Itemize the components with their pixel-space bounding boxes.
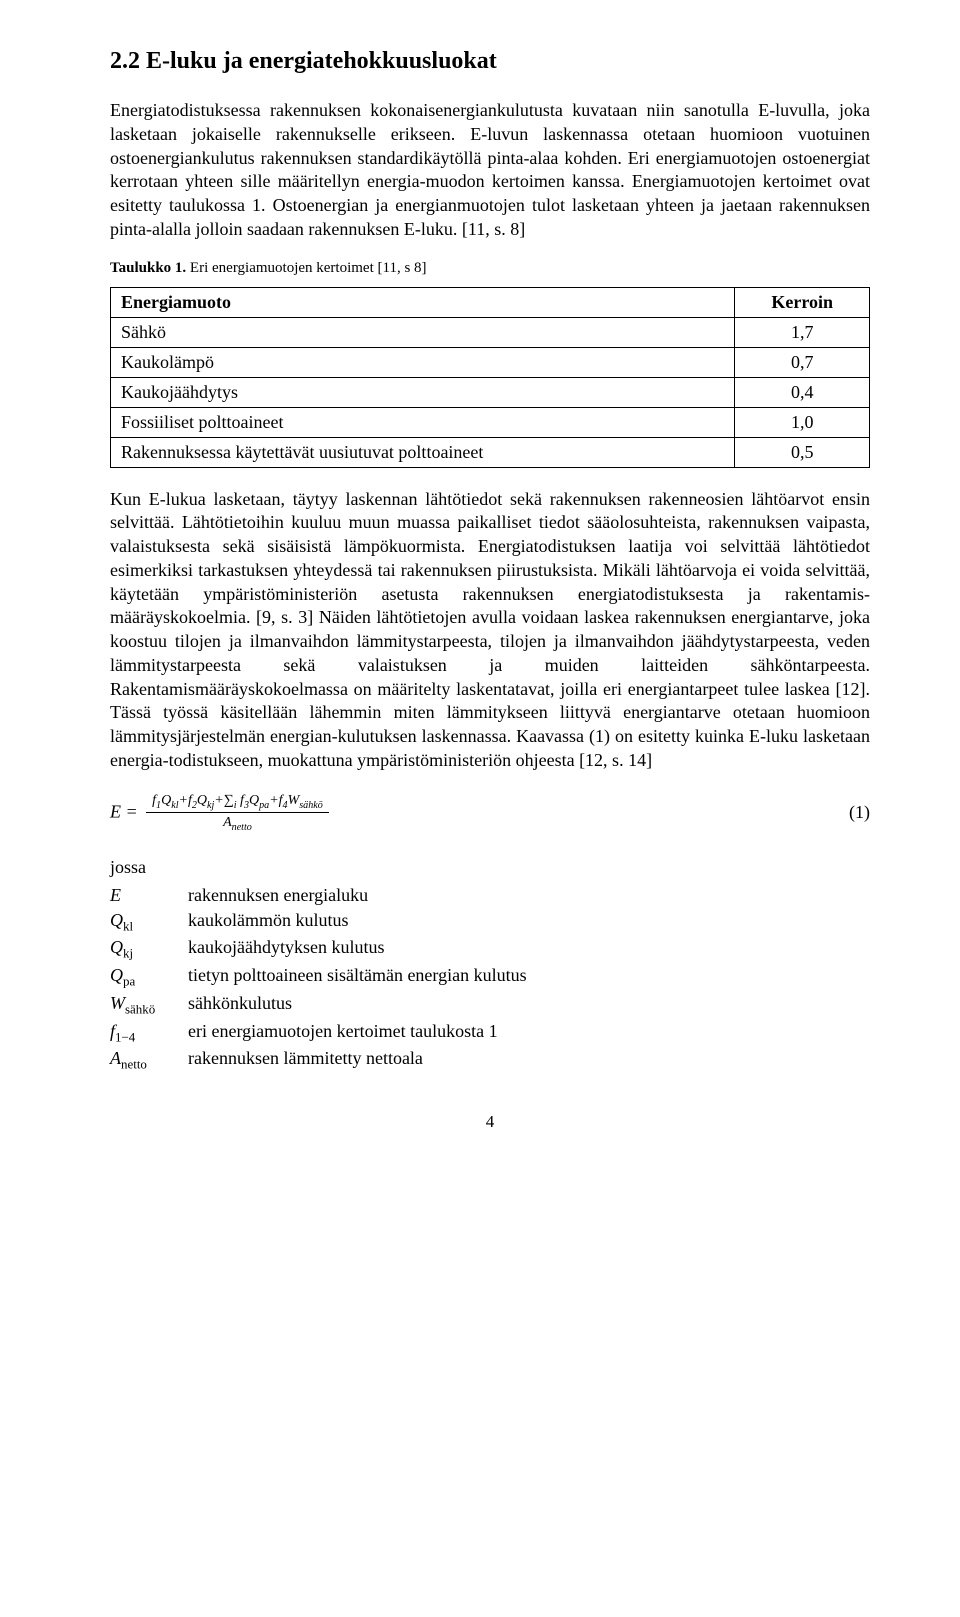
where-row: Anetto rakennuksen lämmitetty nettoala	[110, 1046, 870, 1074]
where-row: Wsähkö sähkönkulutus	[110, 991, 870, 1019]
formula-fraction: f1Qkl+f2Qkj+∑i f3Qpa+f4Wsähkö Anetto	[146, 791, 329, 836]
where-row: f1−4 eri energiamuotojen kertoimet taulu…	[110, 1019, 870, 1047]
table-cell-value: 0,5	[735, 437, 870, 467]
where-symbol: Wsähkö	[110, 991, 188, 1019]
equation-number: (1)	[849, 802, 870, 823]
table-row: Sähkö 1,7	[111, 317, 870, 347]
where-symbol: Qkl	[110, 908, 188, 936]
where-desc: kaukojäähdytyksen kulutus	[188, 935, 870, 963]
where-desc: tietyn polttoaineen sisältämän energian …	[188, 963, 870, 991]
where-desc: rakennuksen energialuku	[188, 883, 870, 908]
formula-numerator: f1Qkl+f2Qkj+∑i f3Qpa+f4Wsähkö	[146, 791, 329, 814]
table-cell-value: 0,4	[735, 377, 870, 407]
energy-multiplier-table: Energiamuoto Kerroin Sähkö 1,7 Kaukolämp…	[110, 287, 870, 468]
where-label: jossa	[110, 855, 870, 880]
table-cell-label: Kaukolämpö	[111, 347, 735, 377]
where-symbol: f1−4	[110, 1019, 188, 1047]
where-block: jossa E rakennuksen energialuku Qkl kauk…	[110, 855, 870, 1074]
table-cell-label: Sähkö	[111, 317, 735, 347]
table-row: Kaukolämpö 0,7	[111, 347, 870, 377]
table-header-kerroin: Kerroin	[735, 287, 870, 317]
table-cell-label: Fossiiliset polttoaineet	[111, 407, 735, 437]
where-row: Qkj kaukojäähdytyksen kulutus	[110, 935, 870, 963]
where-desc: sähkönkulutus	[188, 991, 870, 1019]
where-desc: eri energiamuotojen kertoimet taulukosta…	[188, 1019, 870, 1047]
table-cell-label: Rakennuksessa käytettävät uusiutuvat pol…	[111, 437, 735, 467]
table-row: Rakennuksessa käytettävät uusiutuvat pol…	[111, 437, 870, 467]
paragraph-2: Kun E-lukua lasketaan, täytyy laskennan …	[110, 488, 870, 773]
formula-denominator: Anetto	[146, 813, 329, 835]
formula-e-luku: E = f1Qkl+f2Qkj+∑i f3Qpa+f4Wsähkö Anetto…	[110, 791, 870, 836]
table-row: Kaukojäähdytys 0,4	[111, 377, 870, 407]
where-desc: rakennuksen lämmitetty nettoala	[188, 1046, 870, 1074]
where-symbol: Qpa	[110, 963, 188, 991]
formula-expression: E = f1Qkl+f2Qkj+∑i f3Qpa+f4Wsähkö Anetto	[110, 791, 333, 836]
paragraph-1: Energiatodistuksessa rakennuksen kokonai…	[110, 99, 870, 242]
page-number: 4	[110, 1112, 870, 1132]
where-symbol: E	[110, 883, 188, 908]
table-header-row: Energiamuoto Kerroin	[111, 287, 870, 317]
page-container: 2.2 E-luku ja energiatehokkuusluokat Ene…	[0, 0, 960, 1180]
table-caption-text: Eri energiamuotojen kertoimet [11, s 8]	[186, 260, 426, 276]
where-symbol: Qkj	[110, 935, 188, 963]
where-symbol: Anetto	[110, 1046, 188, 1074]
where-row: E rakennuksen energialuku	[110, 883, 870, 908]
where-desc: kaukolämmön kulutus	[188, 908, 870, 936]
where-row: Qkl kaukolämmön kulutus	[110, 908, 870, 936]
table-cell-value: 1,7	[735, 317, 870, 347]
table-row: Fossiiliset polttoaineet 1,0	[111, 407, 870, 437]
table-cell-label: Kaukojäähdytys	[111, 377, 735, 407]
table-header-energiamuoto: Energiamuoto	[111, 287, 735, 317]
table-cell-value: 0,7	[735, 347, 870, 377]
table-caption: Taulukko 1. Eri energiamuotojen kertoime…	[110, 260, 870, 277]
formula-lhs: E =	[110, 801, 138, 821]
section-heading: 2.2 E-luku ja energiatehokkuusluokat	[110, 48, 870, 75]
table-cell-value: 1,0	[735, 407, 870, 437]
table-caption-label: Taulukko 1.	[110, 260, 186, 276]
where-row: Qpa tietyn polttoaineen sisältämän energ…	[110, 963, 870, 991]
